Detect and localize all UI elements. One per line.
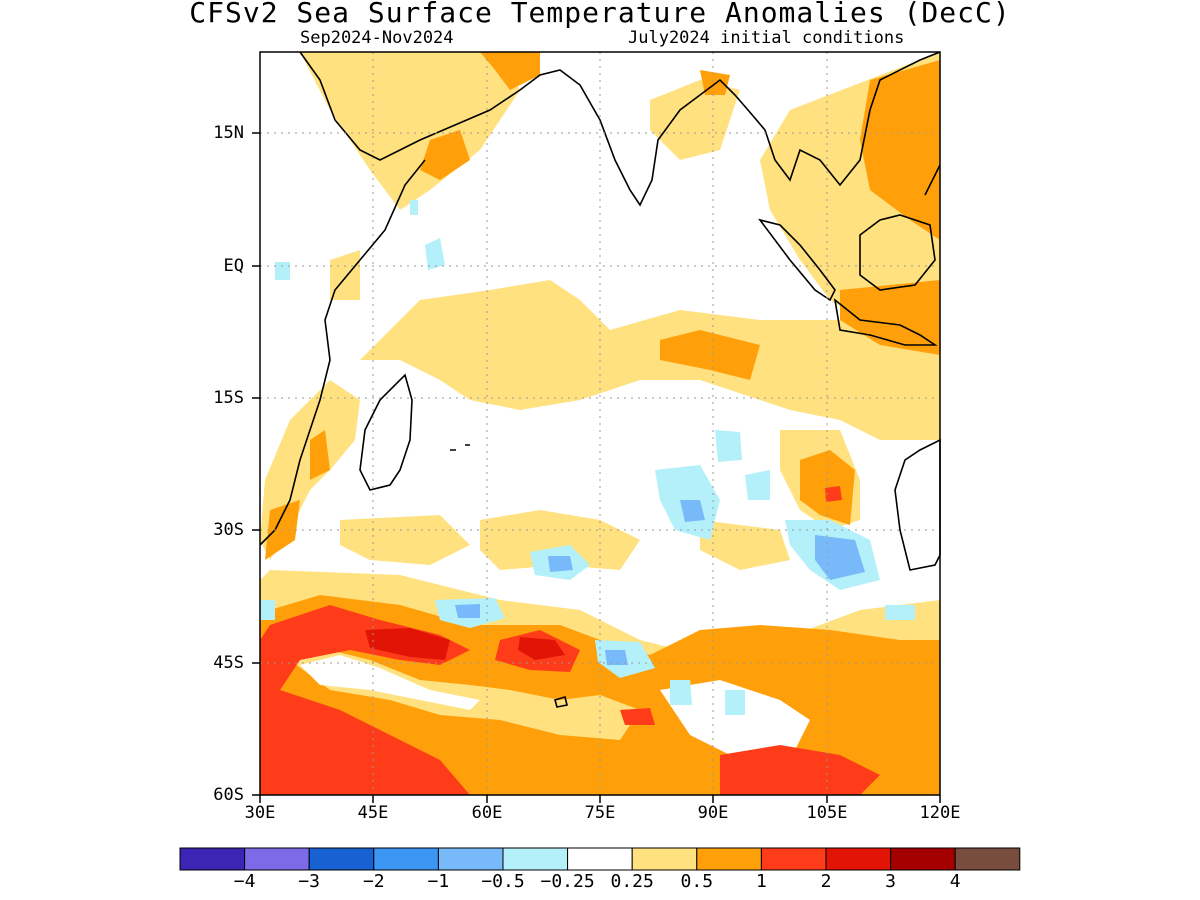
lat-label-60s: 60S bbox=[213, 785, 244, 805]
colorbar-swatch bbox=[760, 847, 827, 871]
lon-label-120e: 120E bbox=[919, 803, 961, 823]
gridlines bbox=[260, 52, 940, 795]
anomaly-hole-inner bbox=[300, 655, 480, 710]
colorbar-label: −0.5 bbox=[481, 871, 525, 892]
colorbar-swatch bbox=[954, 847, 1021, 871]
colorbar bbox=[179, 847, 1021, 871]
colorbar-swatch bbox=[308, 847, 375, 871]
forecast-period: Sep2024-Nov2024 bbox=[300, 28, 454, 48]
colorbar-label: 3 bbox=[885, 871, 897, 892]
colorbar-label: −4 bbox=[233, 871, 256, 892]
lon-label-30e: 30E bbox=[244, 803, 276, 823]
lon-label-90e: 90E bbox=[697, 803, 729, 823]
map-title: CFSv2 Sea Surface Temperature Anomalies … bbox=[189, 0, 1011, 29]
colorbar-label: −0.25 bbox=[540, 871, 595, 892]
colorbar-swatch bbox=[567, 847, 633, 871]
colorbar-swatch bbox=[696, 847, 762, 871]
colorbar-swatch bbox=[437, 847, 504, 871]
colorbar-label: 2 bbox=[820, 871, 832, 892]
colorbar-swatch bbox=[890, 847, 956, 871]
colorbar-label: 4 bbox=[949, 871, 961, 892]
colorbar-swatch bbox=[179, 847, 246, 871]
coastlines bbox=[259, 51, 941, 708]
lat-label-eq: EQ bbox=[223, 256, 244, 276]
lat-label-15s: 15S bbox=[213, 388, 244, 408]
anomaly-2-3 bbox=[365, 628, 565, 660]
lon-label-105e: 105E bbox=[806, 803, 848, 823]
colorbar-label: 0.5 bbox=[680, 871, 714, 892]
lat-label-30s: 30S bbox=[213, 520, 244, 540]
colorbar-label: 0.25 bbox=[610, 871, 654, 892]
initial-conditions: July2024 initial conditions bbox=[628, 28, 905, 48]
colorbar-swatch bbox=[502, 847, 569, 871]
lat-label-15n: 15N bbox=[213, 123, 244, 143]
colorbar-swatch bbox=[244, 847, 310, 871]
colorbar-label: −1 bbox=[427, 871, 450, 892]
axis-ticks bbox=[252, 132, 941, 803]
anomaly-hole-east bbox=[660, 680, 810, 760]
colorbar-swatch bbox=[631, 847, 698, 871]
colorbar-swatch bbox=[825, 847, 892, 871]
anomaly-neg-0.5 bbox=[455, 500, 865, 665]
colorbar-label: 1 bbox=[755, 871, 767, 892]
colorbar-label: −2 bbox=[362, 871, 385, 892]
lon-label-75e: 75E bbox=[584, 803, 616, 823]
colorbar-swatch bbox=[373, 847, 439, 871]
lat-label-45s: 45S bbox=[213, 653, 244, 673]
lon-label-45e: 45E bbox=[357, 803, 389, 823]
lon-label-60e: 60E bbox=[471, 803, 503, 823]
colorbar-label: −3 bbox=[298, 871, 321, 892]
